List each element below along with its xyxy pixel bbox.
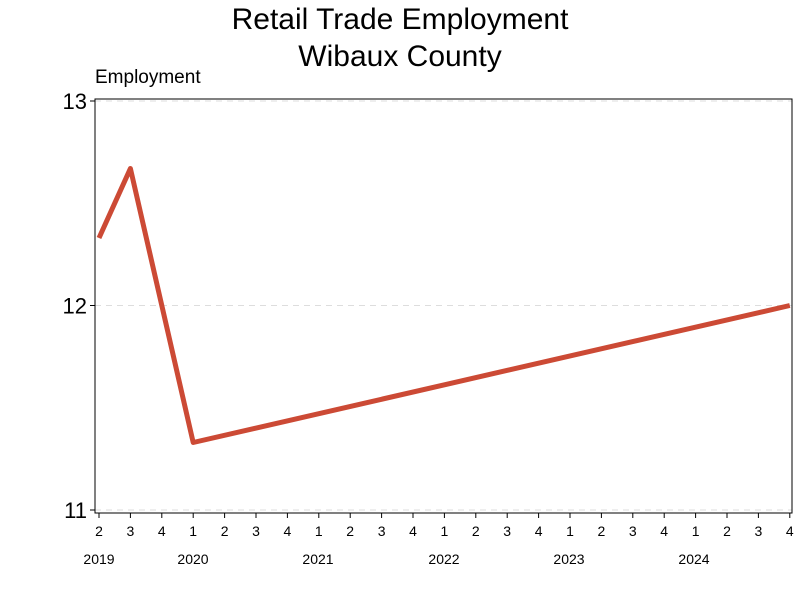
x-tick-label: 2 (723, 523, 731, 539)
x-tick-label: 4 (409, 523, 417, 539)
y-axis: 11 12 13 (63, 89, 95, 523)
x-tick-label: 3 (252, 523, 260, 539)
x-tick-label: 1 (692, 523, 700, 539)
x-tick-label: 2 (95, 523, 103, 539)
x-tick-label: 4 (158, 523, 166, 539)
x-tick-label: 1 (315, 523, 323, 539)
x-year-label: 2020 (177, 551, 208, 567)
series-layer (96, 166, 791, 445)
chart-subtitle: Wibaux County (298, 40, 502, 73)
x-tick-label: 2 (221, 523, 229, 539)
x-tick-label: 2 (346, 523, 354, 539)
x-tick-label: 4 (786, 523, 794, 539)
y-tick-label: 12 (63, 294, 87, 319)
x-tick-label: 2 (472, 523, 480, 539)
x-axis: 2 3 4 1 2 3 4 1 2 3 4 1 2 3 4 1 2 3 4 1 2 3 4 2019 2020 2021 2022 2… (83, 513, 794, 567)
x-year-label: 2022 (428, 551, 459, 567)
x-year-label: 2024 (678, 551, 709, 567)
x-tick-label: 1 (441, 523, 449, 539)
x-year-label: 2021 (302, 551, 333, 567)
x-tick-label: 3 (127, 523, 135, 539)
gridlines (95, 100, 792, 511)
x-tick-label: 2 (598, 523, 606, 539)
x-tick-label: 4 (660, 523, 668, 539)
x-year-label: 2023 (553, 551, 584, 567)
x-tick-label: 4 (284, 523, 292, 539)
x-tick-label: 3 (629, 523, 637, 539)
x-tick-label: 3 (755, 523, 763, 539)
y-axis-label: Employment (95, 67, 201, 88)
y-tick-label: 13 (63, 89, 87, 114)
x-tick-label: 3 (503, 523, 511, 539)
x-tick-label: 1 (189, 523, 197, 539)
x-tick-label: 4 (535, 523, 543, 539)
chart-title: Retail Trade Employment (231, 3, 569, 36)
x-tick-label: 3 (378, 523, 386, 539)
y-tick-label: 11 (64, 498, 87, 523)
series-line (96, 166, 791, 445)
x-tick-label: 1 (566, 523, 574, 539)
x-year-label: 2019 (83, 551, 114, 567)
